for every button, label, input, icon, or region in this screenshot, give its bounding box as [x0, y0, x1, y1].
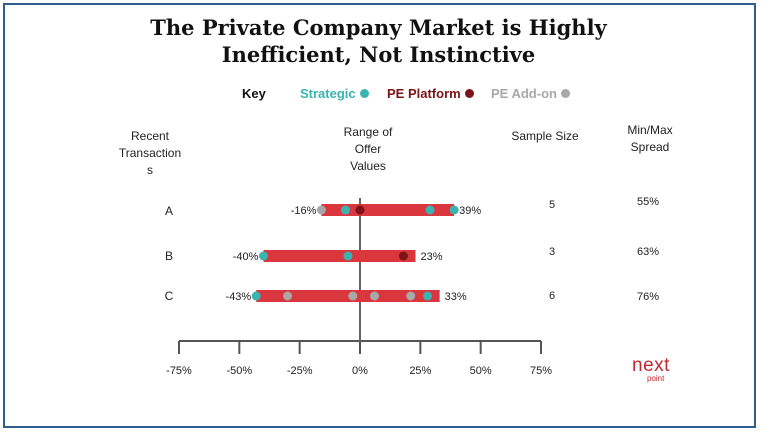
x-tick-label: 0% [352, 365, 368, 377]
legend-label-strategic: Strategic [300, 86, 356, 101]
data-point [355, 205, 365, 215]
range-bar [321, 204, 455, 216]
chart-title: The Private Company Market is Highly Ine… [0, 14, 757, 68]
range-bar [256, 290, 440, 302]
row-label-c: C [164, 289, 174, 303]
header-range-of-offer-values: Range of Offer Values [328, 124, 408, 175]
title-line-1: The Private Company Market is Highly [150, 15, 607, 40]
spread-a: 55% [636, 196, 660, 208]
legend-item-pe-addon: PE Add-on [491, 86, 570, 101]
header-range-line-1: Range of [343, 125, 393, 139]
legend-dot-strategic [359, 89, 369, 99]
header-range-line-3: Values [350, 159, 386, 173]
row-label-b: B [164, 249, 173, 263]
header-rt-line-1: Recent [130, 129, 170, 143]
sample-size-a: 5 [548, 199, 556, 211]
x-tick-label: 50% [470, 365, 492, 377]
data-point [251, 291, 261, 301]
logo-sub-text: point [647, 374, 665, 383]
data-point [369, 291, 379, 301]
legend-label-pe-addon: PE Add-on [491, 86, 557, 101]
spread-b: 63% [636, 246, 660, 258]
logo-main-text: next [632, 355, 670, 376]
legend-item-strategic: Strategic [300, 86, 369, 101]
data-point [283, 291, 293, 301]
x-tick-label: -75% [166, 365, 192, 377]
spread-c: 76% [636, 291, 660, 303]
data-point [316, 205, 326, 215]
legend-dot-pe-platform [464, 89, 474, 99]
header-min-max-spread: Min/Max Spread [610, 122, 690, 156]
header-rt-line-3: s [147, 163, 153, 177]
nextpoint-logo: next point [621, 356, 681, 383]
header-spread-line-1: Min/Max [627, 123, 673, 137]
key-label: Key [242, 86, 266, 101]
data-point [341, 205, 351, 215]
max-value-label: 33% [445, 291, 467, 303]
legend-dot-pe-addon [560, 89, 570, 99]
x-tick-label: 25% [409, 365, 431, 377]
range-bar [263, 250, 416, 262]
row-label-a: A [164, 204, 173, 218]
title-line-2: Inefficient, Not Instinctive [221, 42, 536, 67]
sample-size-c: 6 [548, 290, 556, 302]
data-point [258, 251, 268, 261]
header-recent-transactions: Recent Transaction s [110, 128, 190, 179]
data-point [398, 251, 408, 261]
legend-item-pe-platform: PE Platform [387, 86, 474, 101]
min-value-label: -43% [226, 291, 252, 303]
x-tick-label: -50% [226, 365, 252, 377]
data-point [449, 205, 459, 215]
data-point [406, 291, 416, 301]
min-value-label: -40% [233, 251, 259, 263]
min-value-label: -16% [291, 205, 317, 217]
data-point [343, 251, 353, 261]
max-value-label: 23% [421, 251, 443, 263]
legend-label-pe-platform: PE Platform [387, 86, 461, 101]
x-tick-label: 75% [530, 365, 552, 377]
max-value-label: 39% [459, 205, 481, 217]
sample-size-b: 3 [548, 246, 556, 258]
header-spread-line-2: Spread [630, 140, 670, 154]
x-tick-label: -25% [287, 365, 313, 377]
data-point [423, 291, 433, 301]
header-range-line-2: Offer [354, 142, 382, 156]
header-rt-line-2: Transaction [118, 146, 182, 160]
data-point [348, 291, 358, 301]
data-point [425, 205, 435, 215]
header-sample-size: Sample Size [511, 129, 579, 143]
